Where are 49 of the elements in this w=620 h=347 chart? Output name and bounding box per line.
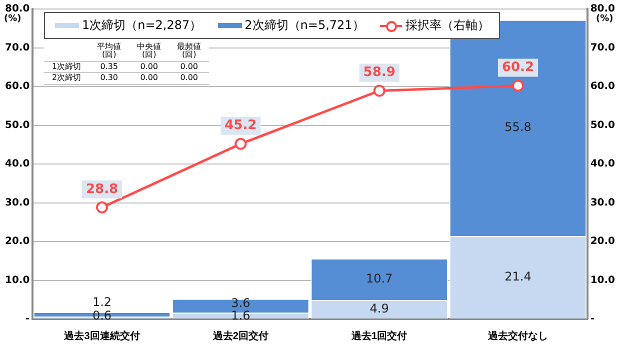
x-tick-label: 過去交付なし — [486, 330, 548, 342]
data-label: 45.2 — [224, 118, 257, 134]
y2-tick-label: - — [590, 314, 594, 325]
annotation: 0.00 — [169, 72, 210, 84]
annotation: 0.00 — [129, 72, 170, 84]
x-tick-label: 過去1回交付 — [350, 330, 408, 342]
y-tick-label: 10.0 — [4, 274, 30, 286]
annotation: 0.00 — [169, 61, 210, 73]
annotation: 0.30 — [89, 72, 130, 84]
annotation: 中央値 (回) — [129, 42, 170, 62]
data-label: 1.2 — [92, 295, 112, 310]
y-tick-label: 20.0 — [4, 236, 30, 248]
y2-tick-label: 60.0 — [590, 81, 616, 92]
annotation: 2次締切 — [44, 72, 90, 84]
y-axis-title: (%) — [4, 14, 22, 24]
y-tick-label: - — [26, 314, 30, 325]
data-label: 4.9 — [370, 301, 389, 316]
data-label: 1.6 — [231, 308, 250, 323]
x-tick-label: 過去3回連続交付 — [63, 330, 140, 342]
data-label: 10.7 — [366, 271, 393, 286]
y-tick-label: 40.0 — [4, 158, 30, 170]
annotation: 0.00 — [129, 61, 170, 73]
x-tick-label: 過去2回交付 — [212, 330, 268, 342]
legend-label: 採択率（右軸） — [405, 17, 490, 34]
y2-tick-label: 20.0 — [590, 236, 616, 248]
y-tick-label: 70.0 — [4, 42, 30, 54]
annotation: 0.35 — [89, 61, 130, 73]
annotation: 平均値 (回) — [89, 42, 130, 62]
legend-label: 1次締切（n=2,287） — [82, 17, 202, 34]
y2-tick-label: 50.0 — [590, 120, 616, 131]
y-tick-label: 80.0 — [4, 4, 30, 15]
y2-tick-label: 70.0 — [590, 42, 616, 54]
data-label: 60.2 — [502, 60, 534, 76]
annotation: 最頻値 (回) — [169, 42, 210, 62]
data-label: 55.8 — [504, 120, 532, 134]
legend-label: 2次締切（n=5,721） — [244, 17, 364, 34]
annotation: 1次締切 — [44, 61, 90, 73]
data-label: 21.4 — [504, 269, 532, 284]
data-label: 58.9 — [363, 65, 396, 80]
y2-tick-label: 10.0 — [590, 274, 616, 286]
y-tick-label: 50.0 — [4, 120, 30, 131]
y-tick-label: 30.0 — [4, 197, 30, 208]
y2-axis-title: (%) — [596, 14, 614, 24]
y2-tick-label: 40.0 — [590, 158, 616, 170]
data-label: 28.8 — [86, 182, 118, 197]
data-label: 3.6 — [231, 296, 250, 310]
y-tick-label: 60.0 — [4, 81, 30, 92]
y2-tick-label: 30.0 — [590, 197, 616, 208]
y2-tick-label: 80.0 — [590, 4, 616, 15]
